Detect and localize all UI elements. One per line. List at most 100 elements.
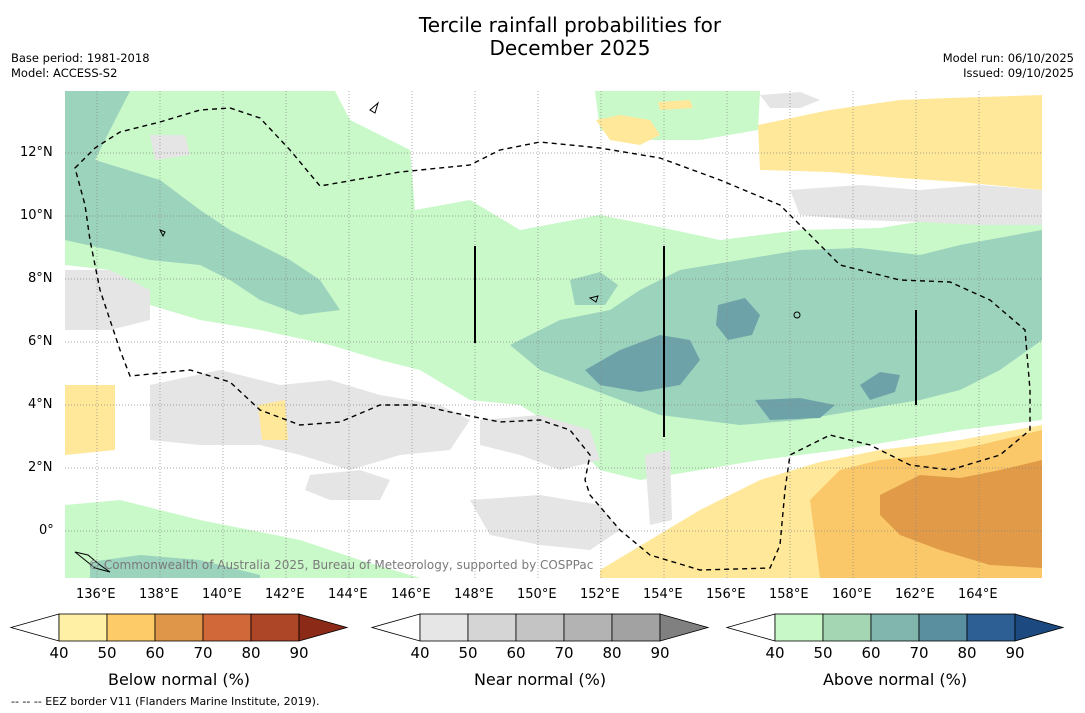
colorbar-segment: [202, 613, 252, 642]
near-normal-50-region: [150, 370, 470, 470]
colorbar-segment: [774, 613, 824, 642]
colorbar-over-triangle: [298, 613, 349, 642]
gridlines: [65, 91, 1042, 578]
colorbar-tick: 60: [506, 644, 526, 662]
title-line-1: Tercile rainfall probabilities for: [418, 13, 722, 37]
lon-label: 164°E: [958, 587, 998, 602]
above-normal-60-region: [570, 272, 618, 305]
boundary-lines: [474, 246, 917, 437]
island-outlines: [74, 101, 801, 573]
colorbar-segment: [419, 613, 469, 642]
lon-label: 152°E: [580, 587, 620, 602]
lon-label: 156°E: [706, 587, 746, 602]
colorbar-tick: 50: [97, 644, 117, 662]
colorbar-segment: [154, 613, 204, 642]
model-info: Base period: 1981-2018 Model: ACCESS-S2: [11, 51, 150, 81]
lat-label: 0°: [39, 523, 54, 538]
above-normal-60-region: [65, 91, 340, 315]
near-normal-50-region: [150, 135, 190, 160]
below-normal-70-region: [880, 460, 1042, 568]
colorbar-tick: 80: [602, 644, 622, 662]
lon-label: 142°E: [265, 587, 305, 602]
colorbar-segment: [563, 613, 613, 642]
below-normal-50-region: [758, 95, 1042, 190]
above-normal-70-region: [716, 298, 760, 340]
lat-label: 12°N: [20, 145, 53, 160]
lon-label: 154°E: [643, 587, 683, 602]
colorbar-tick: 80: [957, 644, 977, 662]
lon-label: 138°E: [139, 587, 179, 602]
model-run: Model run: 06/10/2025: [942, 51, 1074, 65]
colorbar-tick: 80: [241, 644, 261, 662]
below-normal-50-region: [258, 400, 288, 440]
issued-date: Issued: 09/10/2025: [963, 66, 1074, 80]
colorbar-tick: 40: [410, 644, 430, 662]
colorbar-over-triangle: [659, 613, 710, 642]
colorbar-segment: [250, 613, 300, 642]
near-normal-50-region: [65, 270, 150, 330]
colorbar-label: Below normal (%): [107, 670, 251, 689]
colorbar-tick: 90: [289, 644, 309, 662]
lon-label: 146°E: [391, 587, 431, 602]
lat-label: 4°N: [28, 397, 53, 412]
colorbar-tick: 40: [49, 644, 69, 662]
colorbar-tick: 60: [145, 644, 165, 662]
model-name: Model: ACCESS-S2: [11, 66, 118, 80]
probability-field: [65, 91, 1042, 578]
colorbar-segment: [106, 613, 156, 642]
lat-label: 8°N: [28, 271, 53, 286]
colorbar-segment: [58, 613, 108, 642]
colorbar-segment: [822, 613, 872, 642]
colorbar-over-triangle: [1014, 613, 1065, 642]
copyright-text: © Commonwealth of Australia 2025, Bureau…: [88, 558, 594, 572]
below-normal-50-region: [65, 385, 115, 455]
colorbar-segment: [467, 613, 517, 642]
colorbar-label: Above normal (%): [822, 670, 968, 689]
colorbar-tick: 50: [813, 644, 833, 662]
lon-label: 136°E: [76, 587, 116, 602]
above-normal-70-region: [585, 335, 700, 392]
lat-label: 10°N: [20, 208, 53, 223]
colorbar-segment: [515, 613, 565, 642]
colorbar-tick: 60: [861, 644, 881, 662]
colorbar-tick: 70: [193, 644, 213, 662]
near-normal-50-region: [305, 470, 390, 500]
near-normal-50-region: [470, 495, 620, 550]
above-normal-70-region: [755, 398, 835, 420]
colorbar-segment: [918, 613, 968, 642]
title-line-2: December 2025: [489, 36, 651, 60]
map-title: Tercile rainfall probabilities for Decem…: [0, 14, 1085, 60]
lon-label: 162°E: [895, 587, 935, 602]
base-period: Base period: 1981-2018: [11, 51, 150, 65]
below-normal-50-region: [596, 115, 660, 145]
colorbar-tick: 90: [1005, 644, 1025, 662]
above-normal-70-region: [860, 372, 900, 400]
colorbar-segment: [611, 613, 661, 642]
lat-label: 6°N: [28, 334, 53, 349]
lon-label: 160°E: [832, 587, 872, 602]
colorbar-segment: [966, 613, 1016, 642]
colorbar-tick: 70: [909, 644, 929, 662]
colorbar-tick: 40: [765, 644, 785, 662]
lon-label: 150°E: [517, 587, 557, 602]
near-normal-50-region: [480, 415, 600, 470]
below-normal-50-region: [658, 100, 693, 110]
lon-label: 148°E: [454, 587, 494, 602]
colorbar-segment: [870, 613, 920, 642]
colorbar-tick: 50: [458, 644, 478, 662]
above-normal-60-region: [90, 555, 260, 578]
near-normal-50-region: [645, 450, 672, 525]
colorbar-label: Near normal (%): [473, 670, 607, 689]
lon-label: 144°E: [328, 587, 368, 602]
lat-label: 2°N: [28, 460, 53, 475]
colorbar-under-triangle: [370, 613, 421, 642]
lon-label: 158°E: [769, 587, 809, 602]
eez-border: [74, 107, 1031, 571]
colorbars: [9, 613, 1065, 642]
colorbar-under-triangle: [725, 613, 776, 642]
colorbar-under-triangle: [9, 613, 60, 642]
colorbar-tick: 90: [650, 644, 670, 662]
colorbar-tick: 70: [554, 644, 574, 662]
run-info: Model run: 06/10/2025 Issued: 09/10/2025: [943, 51, 1074, 81]
